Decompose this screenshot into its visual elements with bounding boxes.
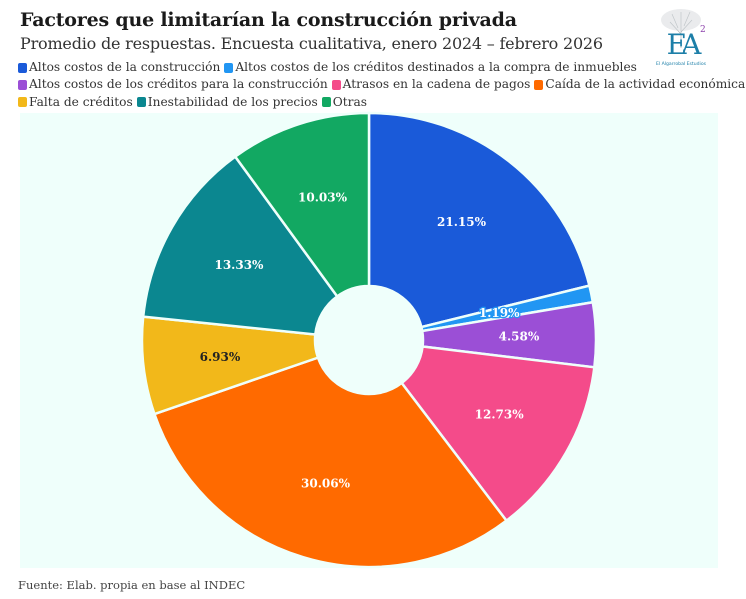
logo: EA 2 El Algarrobal Estudios — [656, 9, 708, 67]
slice-4[interactable] — [152, 356, 509, 569]
legend-item[interactable]: Altos costos de la construcción — [18, 60, 220, 76]
legend-label: Altos costos de los créditos destinados … — [235, 60, 637, 74]
legend-item[interactable]: Atrasos en la cadena de pagos — [331, 77, 531, 93]
slice-label-6: 13.33% — [214, 258, 264, 272]
slices-group — [140, 111, 598, 569]
legend-swatch — [18, 62, 27, 73]
labels-group: 21.15% 1.19% 4.58% 12.73% 30.06% 6.93% 13.33% 1… — [200, 190, 540, 490]
tree-icon — [661, 9, 701, 48]
legend-row: Altos costos de la construcción Altos cos… — [18, 60, 718, 77]
legend-swatch — [18, 80, 27, 90]
slice-label-3: 12.73% — [475, 408, 525, 422]
chart-subtitle: Promedio de respuestas. Encuesta cualita… — [20, 34, 603, 53]
legend-item[interactable]: Altos costos de los créditos destinados … — [224, 60, 637, 76]
legend-swatch — [331, 80, 341, 90]
slice-3[interactable] — [399, 345, 596, 523]
legend-item[interactable]: Falta de créditos — [18, 95, 133, 111]
legend-item[interactable]: Altos costos de los créditos para la con… — [18, 77, 328, 93]
logo-caption: El Algarrobal Estudios — [656, 61, 707, 67]
legend-row: Falta de créditos Inestabilidad de los pr… — [18, 95, 718, 112]
chart-title: Factores que limitarían la construcción … — [20, 9, 517, 31]
slice-label-2: 4.58% — [499, 330, 540, 344]
legend-label: Inestabilidad de los precios — [147, 94, 318, 109]
slice-6[interactable] — [141, 154, 339, 336]
legend-label: Atrasos en la cadena de pagos — [342, 77, 531, 92]
slice-label-4: 30.06% — [301, 477, 351, 491]
legend-swatch — [224, 62, 234, 73]
legend-swatch — [136, 97, 146, 108]
legend-item[interactable]: Otras — [321, 94, 367, 111]
slice-label-0: 21.15% — [437, 215, 487, 229]
legend-item[interactable]: Inestabilidad de los precios — [136, 94, 318, 111]
legend-swatch — [321, 97, 331, 108]
legend-label: Caída de la actividad económica — [545, 77, 746, 92]
slice-label-5: 6.93% — [200, 350, 241, 364]
logo-superscript: 2 — [700, 25, 706, 35]
legend-label: Altos costos de los créditos para la con… — [29, 77, 328, 92]
legend-row: Altos costos de los créditos para la con… — [18, 77, 745, 94]
legend-label: Altos costos de la construcción — [29, 60, 221, 74]
slice-0[interactable] — [367, 111, 591, 329]
legend-swatch — [18, 97, 27, 108]
chart-legend: Altos costos de la construcción Altos cos… — [18, 60, 745, 112]
slice-label-1: 1.19% — [479, 306, 520, 320]
source-note: Fuente: Elab. propia en base al INDEC — [18, 578, 246, 592]
legend-label: Falta de créditos — [29, 94, 133, 109]
slice-7[interactable] — [233, 111, 371, 299]
legend-item[interactable]: Caída de la actividad económica — [534, 77, 745, 93]
legend-swatch — [534, 80, 544, 90]
legend-label: Otras — [332, 94, 367, 109]
slice-label-7: 10.03% — [298, 190, 348, 204]
